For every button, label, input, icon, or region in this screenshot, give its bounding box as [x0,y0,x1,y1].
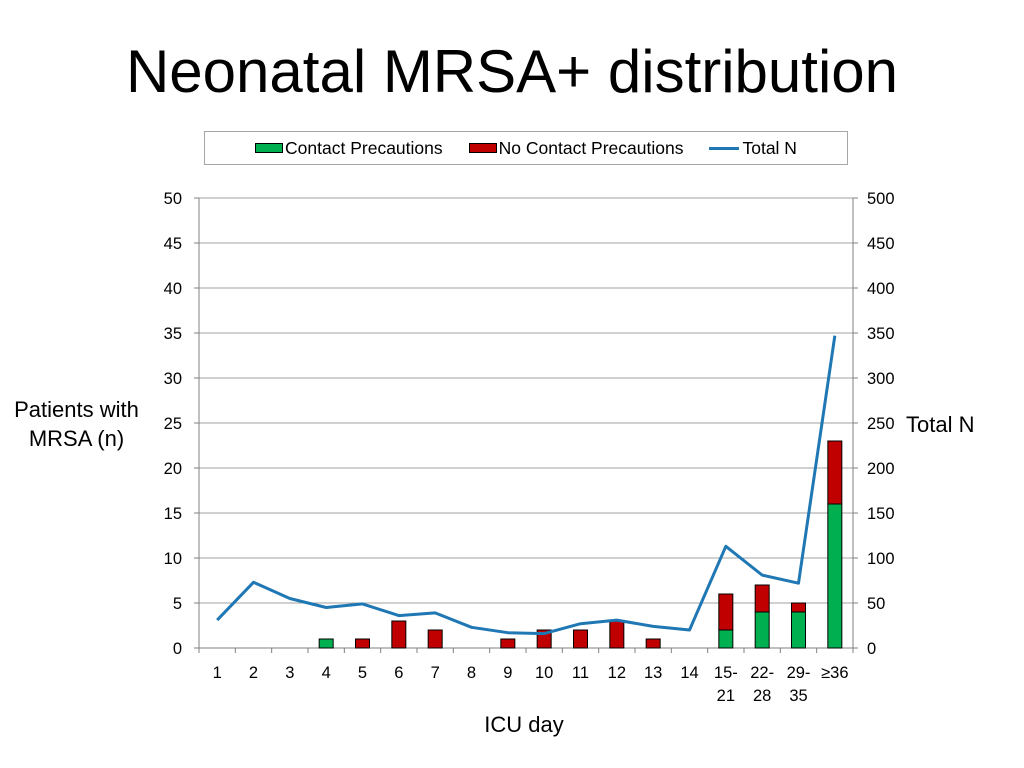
y2-tick-label: 350 [867,325,895,343]
y-axis-title-line-2: MRSA (n) [28,426,125,451]
line-total-n [216,335,837,636]
bar-no-contact-precautions [355,638,370,649]
y-tick-label: 35 [164,325,182,343]
y2-tick-label: 0 [867,640,876,658]
x-tick-label: 4 [322,664,331,682]
x-tick-label: 1 [213,664,222,682]
legend-label-no-contact: No Contact Precautions [498,137,684,158]
legend-item-contact: Contact Precautions [255,138,443,159]
bar-contact-precautions [318,638,334,649]
y-tick-label: 20 [164,460,182,478]
x-tick-label: 28 [753,687,771,705]
bar-contact-precautions [718,629,734,649]
x-tick-label: 7 [431,664,440,682]
bar-no-contact-precautions [754,584,770,613]
y2-tick-label: 400 [867,280,895,298]
y-tick-label: 45 [164,235,182,253]
x-tick-label: 21 [717,687,735,705]
y-tick-label: 10 [164,550,182,568]
legend-swatch-no-contact [468,143,497,153]
x-tick-label: 8 [467,664,476,682]
x-tick-label: 22- [750,664,774,682]
y-tick-label: 0 [173,640,182,658]
y2-tick-label: 450 [867,235,895,253]
bar-no-contact-precautions [391,620,407,649]
x-tick-label: 2 [249,664,258,682]
x-tick-label: 12 [608,664,626,682]
bar-no-contact-precautions [427,629,443,649]
y2-tick-label: 50 [867,595,885,613]
y-tick-label: 25 [164,415,182,433]
legend-item-total: Total N [709,137,797,159]
y2-tick-label: 300 [867,370,895,388]
bar-no-contact-precautions [645,638,661,649]
x-tick-label: 6 [394,664,403,682]
y2-tick-label: 500 [867,190,895,208]
bar-no-contact-precautions [609,620,625,649]
y-tick-label: 15 [164,505,182,523]
x-tick-label: 15- [714,664,738,682]
y2-tick-label: 250 [867,415,895,433]
x-tick-label: 14 [680,664,698,682]
x-tick-label: ≥36 [821,664,848,682]
legend-item-no-contact: No Contact Precautions [468,137,684,159]
chart-legend: Contact Precautions No Contact Precautio… [204,131,848,165]
legend-label-total: Total N [742,137,797,158]
y-axis-title-right: Total N [906,412,975,437]
bar-no-contact-precautions [718,593,734,631]
x-tick-label: 35 [789,687,807,705]
y2-tick-label: 100 [867,550,895,568]
legend-swatch-contact [255,143,284,153]
y-tick-label: 5 [173,595,182,613]
x-tick-label: 11 [572,664,589,682]
legend-label-contact: Contact Precautions [285,137,443,158]
bar-no-contact-precautions [500,638,516,649]
legend-line-total [709,146,740,150]
x-tick-label: 3 [285,664,294,682]
y2-tick-label: 200 [867,460,895,478]
bar-contact-precautions [754,611,770,649]
x-axis-title: ICU day [484,712,564,737]
x-tick-label: 29- [787,664,811,682]
bar-contact-precautions [791,611,806,649]
x-tick-label: 10 [535,664,553,682]
x-tick-label: 13 [644,664,662,682]
y-tick-label: 30 [164,370,182,388]
y-axis-title-line-1: Patients with [14,397,139,422]
y-tick-label: 50 [164,190,182,208]
x-tick-label: 9 [503,664,512,682]
y-tick-label: 40 [164,280,182,298]
y2-tick-label: 150 [867,505,895,523]
bar-contact-precautions [827,503,843,649]
bar-no-contact-precautions [573,629,588,649]
x-tick-label: 5 [358,664,367,682]
bar-no-contact-precautions [827,440,843,505]
slide-title: Neonatal MRSA+ distribution [125,38,899,105]
y-axis-title-left: Patients with MRSA (n) [0,395,153,453]
bar-no-contact-precautions [791,602,806,613]
